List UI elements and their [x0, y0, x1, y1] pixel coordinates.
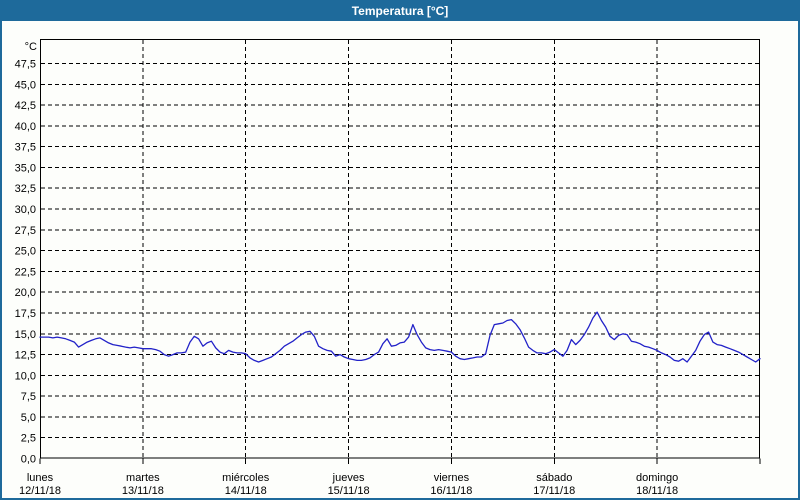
window-title: Temperatura [°C] — [351, 3, 449, 18]
svg-text:22,5: 22,5 — [15, 266, 36, 278]
temperature-line — [39, 311, 761, 363]
svg-text:25,0: 25,0 — [15, 246, 36, 258]
svg-text:14/11/18: 14/11/18 — [225, 485, 267, 497]
svg-text:37,5: 37,5 — [15, 142, 36, 154]
svg-text:martes: martes — [126, 472, 160, 484]
svg-text:15,0: 15,0 — [15, 329, 36, 341]
svg-text:viernes: viernes — [434, 472, 470, 484]
svg-text:40,0: 40,0 — [15, 121, 36, 133]
svg-text:17,5: 17,5 — [15, 308, 36, 320]
y-axis-labels: °C 47,5 45,0 42,5 40,0 37,5 35,0 32,5 30,0 27,5 25… — [15, 41, 37, 466]
svg-text:sábado: sábado — [536, 472, 572, 484]
svg-text:5,0: 5,0 — [21, 412, 36, 424]
window-title-bar[interactable]: Temperatura [°C] — [0, 0, 800, 21]
svg-text:20,0: 20,0 — [15, 287, 36, 299]
svg-text:16/11/18: 16/11/18 — [430, 485, 472, 497]
svg-text:12,5: 12,5 — [15, 350, 36, 362]
plot-frame — [40, 39, 760, 459]
svg-text:miércoles: miércoles — [222, 472, 270, 484]
svg-text:15/11/18: 15/11/18 — [328, 485, 370, 497]
svg-text:30,0: 30,0 — [15, 204, 36, 216]
svg-text:10,0: 10,0 — [15, 370, 36, 382]
svg-text:27,5: 27,5 — [15, 225, 36, 237]
svg-text:17/11/18: 17/11/18 — [533, 485, 575, 497]
svg-text:18/11/18: 18/11/18 — [636, 485, 678, 497]
svg-text:7,5: 7,5 — [21, 391, 36, 403]
svg-text:2,5: 2,5 — [21, 433, 36, 445]
x-axis-ticks — [39, 458, 761, 464]
svg-text:32,5: 32,5 — [15, 183, 36, 195]
svg-text:47,5: 47,5 — [15, 59, 36, 71]
svg-text:45,0: 45,0 — [15, 79, 36, 91]
svg-text:jueves: jueves — [332, 472, 365, 484]
svg-text:35,0: 35,0 — [15, 162, 36, 174]
svg-text:0,0: 0,0 — [21, 454, 36, 466]
svg-text:lunes: lunes — [27, 472, 54, 484]
svg-text:°C: °C — [25, 41, 37, 53]
gridlines — [41, 40, 759, 458]
svg-text:domingo: domingo — [636, 472, 678, 484]
svg-text:13/11/18: 13/11/18 — [122, 485, 164, 497]
svg-text:12/11/18: 12/11/18 — [19, 485, 61, 497]
svg-text:42,5: 42,5 — [15, 100, 36, 112]
